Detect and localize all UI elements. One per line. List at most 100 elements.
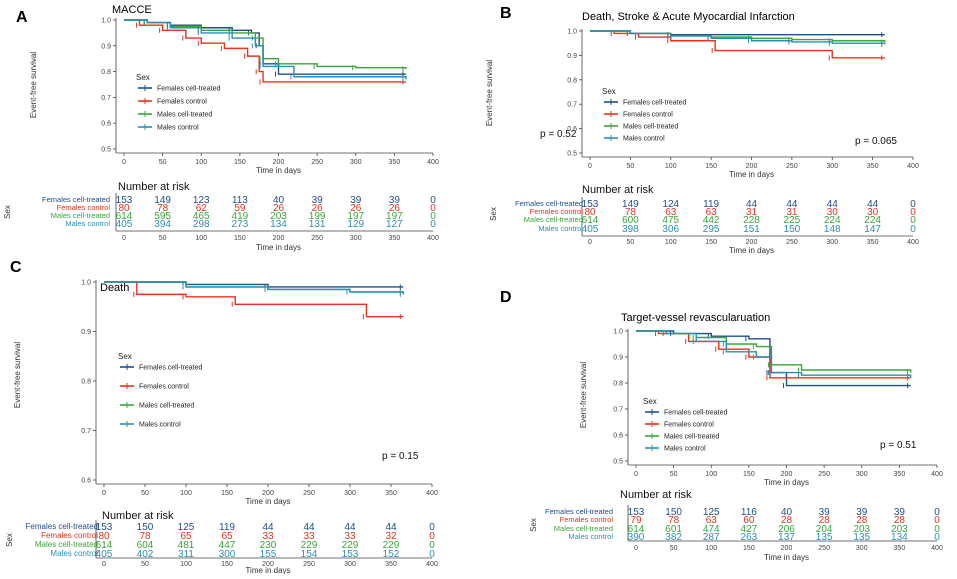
legend-entry: Females cell-treated [623,100,687,107]
risk-x-axis-label: Time in days [256,243,301,252]
y-tick-label: 0.7 [613,407,623,414]
y-tick-label: 1.0 [101,18,111,25]
risk-value: 78 [157,203,169,214]
legend-entry: Females control [623,112,673,119]
risk-value: 600 [622,215,639,226]
series-line-1 [124,19,406,83]
legend-entry: Males cell-treated [664,434,719,441]
risk-row-name: Females cell-treated [515,199,583,208]
risk-value: 80 [584,207,596,218]
legend-entry: Males control [664,446,706,453]
series-line-2 [124,19,407,70]
risk-x-tick-label: 350 [389,235,401,242]
risk-x-tick-label: 400 [907,239,919,246]
y-tick-label: 1.0 [81,280,91,287]
risk-row-name: Females cell-treated [545,507,613,516]
p-value: p = 0.52 [540,129,577,140]
risk-value: 125 [178,522,195,533]
risk-value: 150 [784,224,801,235]
risk-value: 229 [383,540,400,551]
risk-value: 0 [910,215,916,226]
panel-a: A MACCE 0.5 0.6 0.7 0.8 0.9 1.0 0 50 100 150 200 250 3… [3,4,577,252]
chart-title: Death [100,282,129,294]
risk-value: 153 [628,507,645,518]
y-tick-label: 0.9 [567,53,577,60]
risk-value: 129 [347,219,364,230]
risk-value: 78 [139,531,151,542]
risk-x-tick-label: 400 [931,545,943,552]
risk-value: 26 [273,203,285,214]
risk-value: 44 [786,199,798,210]
risk-x-tick-label: 0 [588,239,592,246]
risk-x-tick-label: 400 [427,235,439,242]
risk-value: 30 [827,207,839,218]
legend-title: Sex [643,397,657,406]
panel-label: C [10,259,22,276]
risk-value: 127 [386,219,403,230]
risk-table-title: Number at risk [118,181,190,193]
y-tick-label: 0.6 [567,126,577,133]
y-tick-label: 0.7 [567,102,577,109]
y-tick-label: 0.8 [101,69,111,76]
x-tick-label: 250 [311,159,323,166]
x-tick-label: 400 [426,490,438,497]
risk-value: 123 [193,195,210,206]
x-tick-label: 250 [303,490,315,497]
panel-label: A [16,9,28,26]
risk-value: 78 [625,207,637,218]
p-value: p = 0.065 [855,136,897,147]
risk-value: 203 [891,524,908,535]
risk-row-name: Females cell-treated [42,195,110,204]
legend-entry: Males cell-treated [139,403,194,410]
risk-row-name: Males control [538,224,583,233]
x-tick-label: 200 [262,490,274,497]
risk-value: 44 [746,199,758,210]
risk-value: 44 [827,199,839,210]
y-tick-label: 0.7 [101,95,111,102]
x-tick-label: 350 [894,471,906,478]
risk-value: 398 [622,224,639,235]
x-tick-label: 0 [588,163,592,170]
risk-value: 40 [781,507,793,518]
x-tick-label: 0 [102,490,106,497]
x-tick-label: 350 [867,163,879,170]
risk-value: 28 [819,515,831,526]
risk-value: 475 [662,215,679,226]
risk-row-name: Females control [560,515,614,524]
risk-value: 481 [178,540,195,551]
risk-row-name: Females control [57,203,111,212]
risk-value: 0 [429,531,435,542]
series-line-1 [590,30,885,59]
risk-value: 44 [344,522,356,533]
risk-row-name: Females control [41,531,98,540]
risk-x-axis-label: Time in days [245,566,290,574]
risk-value: 0 [934,507,940,518]
risk-value: 80 [118,203,130,214]
legend-entry: Females cell-treated [139,365,203,372]
risk-x-tick-label: 250 [818,545,830,552]
risk-value: 153 [342,549,359,560]
legend-title: Sex [118,352,132,361]
risk-table-side-label: Sex [489,207,498,221]
risk-value: 153 [582,199,599,210]
risk-value: 78 [668,515,680,526]
risk-x-tick-label: 400 [426,561,438,568]
x-tick-label: 0 [122,159,126,166]
risk-table-side-label: Sex [5,533,14,547]
risk-value: 419 [232,211,249,222]
risk-value: 59 [234,203,246,214]
risk-value: 150 [665,507,682,518]
risk-row-name: Females control [530,207,584,216]
risk-value: 44 [303,522,315,533]
risk-value: 79 [630,515,642,526]
risk-value: 604 [137,540,154,551]
risk-row-name: Males control [65,219,110,228]
risk-table-side-label: Sex [3,205,12,219]
risk-x-tick-label: 100 [665,239,677,246]
risk-x-tick-label: 50 [141,561,149,568]
risk-value: 26 [350,203,362,214]
chart-title: Target-vessel revascularuation [621,312,770,324]
y-axis-label: Event-free survival [29,52,38,118]
panel-c: C Death 0.6 0.7 0.8 0.9 1.0 0 50 100 150 200 250 300 3… [5,259,438,575]
risk-value: 229 [301,540,318,551]
